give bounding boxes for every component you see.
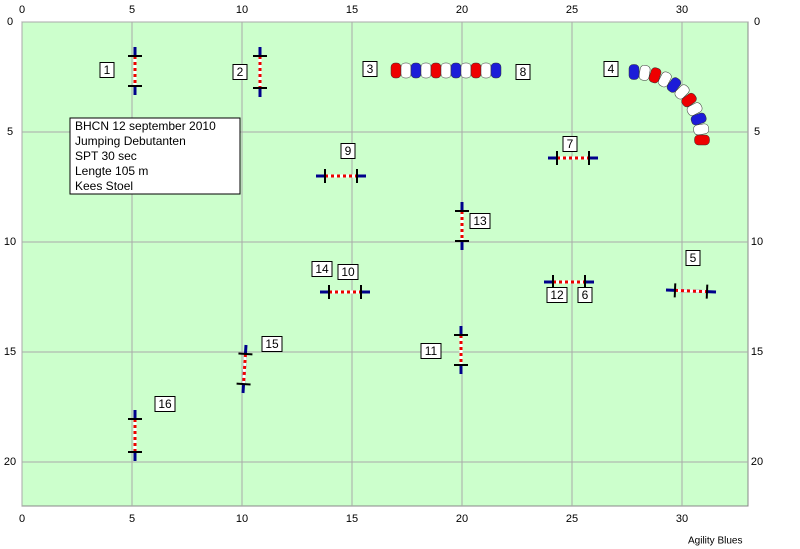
tunnel-segment xyxy=(480,62,492,79)
obstacle-number-box xyxy=(154,396,176,412)
tunnel-segment xyxy=(470,62,482,79)
x-tick-label: 30 xyxy=(676,513,688,525)
tunnel-segment xyxy=(460,62,472,79)
x-tick-label: 5 xyxy=(129,4,135,16)
obstacle-number: 13 xyxy=(473,214,487,228)
x-tick-label: 10 xyxy=(236,4,248,16)
x-tick-label: 5 xyxy=(129,513,135,525)
tunnel-segment xyxy=(450,62,462,79)
x-tick-label: 0 xyxy=(19,513,25,525)
tunnel-segment xyxy=(410,62,422,79)
obstacle-number: 1 xyxy=(104,63,111,77)
obstacle-number-box xyxy=(362,61,378,77)
obstacle-number-box xyxy=(311,261,333,277)
obstacle-number-box xyxy=(420,343,442,359)
obstacle-number-box xyxy=(603,61,619,77)
jump-pole xyxy=(242,353,247,385)
info-line: BHCN 12 september 2010 xyxy=(75,119,216,133)
tunnel-segment xyxy=(674,84,690,100)
tunnel-segment xyxy=(400,62,412,79)
obstacle-number: 6 xyxy=(582,288,589,302)
y-tick-label: 5 xyxy=(7,126,13,138)
x-tick-label: 0 xyxy=(19,4,25,16)
info-line: Jumping Debutanten xyxy=(75,134,186,148)
x-tick-label: 30 xyxy=(676,4,688,16)
field xyxy=(21,21,749,507)
y-tick-label: 20 xyxy=(751,456,763,468)
obstacle-number: 7 xyxy=(567,137,574,151)
obstacle-number: 10 xyxy=(341,265,355,279)
x-tick-label: 25 xyxy=(566,513,578,525)
y-tick-label: 20 xyxy=(4,456,16,468)
obstacle-number-box xyxy=(577,287,593,303)
info-line: SPT 30 sec xyxy=(75,149,137,163)
obstacle-number: 16 xyxy=(158,397,172,411)
info-line: Kees Stoel xyxy=(75,179,133,193)
jump-stand xyxy=(705,284,709,299)
tunnel-segment xyxy=(666,77,682,93)
obstacle-number-box xyxy=(99,62,115,78)
obstacle-number: 14 xyxy=(315,262,329,276)
obstacle-number: 9 xyxy=(345,144,352,158)
y-tick-label: 10 xyxy=(751,236,763,248)
x-tick-label: 15 xyxy=(346,513,358,525)
y-tick-label: 10 xyxy=(4,236,16,248)
jump-stand xyxy=(673,283,677,298)
tunnel-segment xyxy=(690,112,707,126)
tunnel-segment xyxy=(648,67,662,84)
obstacle-number: 8 xyxy=(520,65,527,79)
tunnel-segment xyxy=(681,92,697,108)
jump-stand xyxy=(238,352,253,356)
obstacle-number-box xyxy=(469,213,491,229)
footer: Agility Blues xyxy=(688,536,742,547)
tunnel-segment xyxy=(390,62,402,79)
obstacle-number-box xyxy=(515,64,531,80)
obstacle-number-box xyxy=(562,136,578,152)
obstacle-number: 3 xyxy=(367,62,374,76)
tunnel-segment xyxy=(686,102,703,116)
jump-pole xyxy=(674,288,708,294)
tunnel-segment xyxy=(693,123,710,136)
obstacle-number: 12 xyxy=(550,288,564,302)
tunnel-segment xyxy=(658,71,672,88)
tunnel-segment xyxy=(694,134,710,146)
x-tick-label: 15 xyxy=(346,4,358,16)
obstacle-number-box xyxy=(546,287,568,303)
info-box xyxy=(69,117,241,195)
y-tick-label: 15 xyxy=(4,346,16,358)
obstacle-number: 11 xyxy=(425,344,438,358)
obstacle-number: 4 xyxy=(608,62,615,76)
info-line: Lengte 105 m xyxy=(75,164,148,178)
x-tick-label: 10 xyxy=(236,513,248,525)
obstacle-number: 5 xyxy=(690,251,697,265)
jump-stand xyxy=(236,382,251,386)
x-tick-label: 20 xyxy=(456,513,468,525)
tunnel-segment xyxy=(440,62,452,79)
obstacle-number: 15 xyxy=(265,337,279,351)
y-tick-label: 0 xyxy=(7,16,13,28)
obstacle-number-box xyxy=(337,264,359,280)
tunnel-segment xyxy=(628,64,640,80)
obstacle-number-box xyxy=(340,143,356,159)
obstacle-number-box xyxy=(261,336,283,352)
x-tick-label: 25 xyxy=(566,4,578,16)
tunnel-segment xyxy=(638,64,651,81)
obstacle-number: 2 xyxy=(237,65,244,79)
obstacle-number-box xyxy=(232,64,248,80)
y-tick-label: 15 xyxy=(751,346,763,358)
y-tick-label: 5 xyxy=(754,126,760,138)
tunnel-segment xyxy=(430,62,442,79)
obstacle-number-box xyxy=(685,250,701,266)
y-tick-label: 0 xyxy=(754,16,760,28)
x-tick-label: 20 xyxy=(456,4,468,16)
tunnel-segment xyxy=(490,62,502,79)
tunnel-segment xyxy=(420,62,432,79)
jump-pole xyxy=(674,288,708,294)
